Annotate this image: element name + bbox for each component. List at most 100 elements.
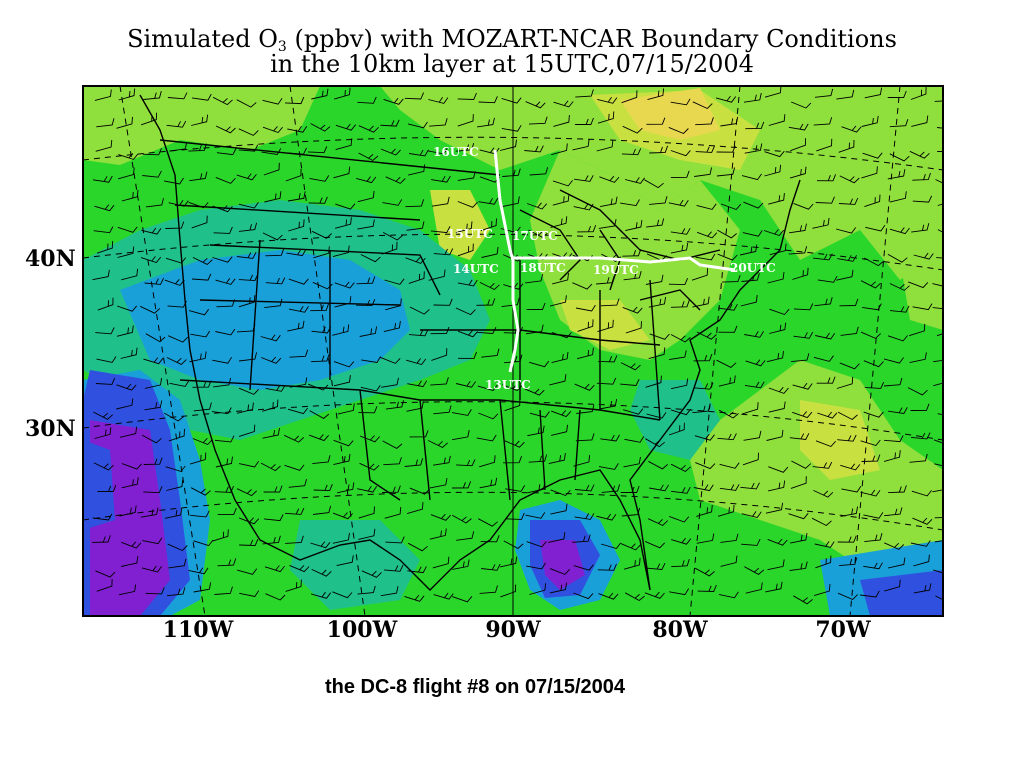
wind-barb — [910, 540, 931, 547]
wind-barb — [837, 254, 857, 262]
wind-barb — [597, 111, 615, 124]
wind-barb — [455, 380, 476, 388]
wind-barb — [670, 408, 692, 416]
wind-barb — [457, 201, 478, 208]
wind-barb — [164, 279, 185, 286]
wind-barb — [740, 482, 760, 490]
wind-barb — [337, 482, 355, 494]
wind-barb — [648, 296, 667, 308]
wind-barb — [213, 377, 232, 388]
wind-barb — [407, 542, 428, 552]
wind-barb — [668, 350, 687, 361]
wind-barb — [479, 585, 498, 594]
wind-barb — [765, 502, 784, 514]
wind-barb — [623, 557, 641, 570]
wind-barb — [288, 278, 309, 285]
wind-barb — [884, 579, 901, 592]
wind-barb — [409, 487, 430, 495]
wind-barb — [647, 88, 665, 101]
wind-barb — [287, 191, 306, 202]
wind-barb — [889, 283, 910, 291]
wind-barb — [503, 456, 523, 464]
wind-barb — [334, 281, 355, 289]
wind-barb — [815, 555, 832, 569]
wind-barb — [169, 380, 190, 387]
wind-barb — [887, 335, 908, 342]
flight-label-16utc: 16UTC — [433, 145, 479, 159]
wind-barb — [337, 403, 355, 415]
wind-barb — [96, 356, 117, 363]
wind-barb — [168, 335, 189, 343]
wind-barb — [433, 248, 454, 256]
wind-barb — [408, 271, 425, 284]
wind-barb — [695, 145, 715, 153]
wind-barb — [768, 401, 786, 413]
wind-barb — [192, 437, 213, 446]
wind-barb — [549, 568, 571, 575]
wind-barb — [479, 477, 498, 489]
wind-barb — [333, 87, 351, 100]
wind-barb — [380, 586, 399, 597]
wind-barb — [481, 348, 500, 358]
wind-barb — [575, 433, 595, 442]
wind-barb — [385, 298, 402, 311]
wind-barb — [670, 463, 691, 473]
wind-barb — [625, 220, 643, 232]
wind-barb — [788, 513, 809, 520]
wind-barb — [646, 412, 667, 419]
wind-barb — [549, 582, 568, 594]
wind-barb — [720, 533, 739, 543]
wind-barb — [624, 177, 645, 184]
wind-barb — [718, 375, 736, 387]
wind-barb — [93, 462, 114, 471]
flight-label-13utc: 13UTC — [485, 378, 531, 392]
wind-barb — [313, 246, 330, 259]
wind-barb — [361, 570, 382, 578]
wind-barb — [574, 175, 594, 182]
wind-barb — [360, 254, 381, 263]
wind-barb — [791, 101, 812, 109]
wind-barb — [118, 584, 137, 596]
wind-barb — [215, 328, 236, 336]
wind-barb — [860, 439, 881, 447]
wind-barb — [262, 98, 283, 105]
wind-barb — [552, 272, 569, 285]
wind-barb — [333, 375, 351, 387]
wind-barb — [597, 319, 614, 333]
wind-barb — [550, 216, 568, 228]
wind-barb — [789, 561, 808, 571]
wind-barb — [430, 226, 451, 234]
wind-barb — [190, 487, 211, 496]
wind-barb — [646, 218, 665, 228]
wind-barb — [649, 333, 670, 340]
wind-barb — [793, 202, 814, 210]
wind-barb — [838, 557, 858, 567]
wind-barb — [140, 112, 158, 126]
wind-barb — [191, 215, 208, 229]
wind-barb — [524, 388, 545, 396]
wind-barb — [551, 331, 572, 339]
wind-barb — [836, 376, 854, 389]
wind-barb — [717, 253, 738, 261]
wind-barb — [238, 222, 258, 232]
wind-barb — [860, 280, 881, 289]
wind-barb — [121, 556, 139, 567]
wind-barb — [407, 380, 428, 388]
wind-barb — [404, 594, 425, 602]
wind-barb — [768, 193, 785, 205]
wind-barb — [260, 462, 281, 472]
wind-barb — [264, 298, 283, 309]
wind-barb — [697, 584, 717, 592]
wind-barb — [333, 361, 355, 368]
wind-barb — [696, 504, 713, 517]
wind-barb — [503, 282, 524, 290]
wind-barb — [864, 194, 881, 208]
wind-barb — [140, 305, 161, 314]
wind-barb — [383, 456, 402, 466]
wind-barb — [383, 320, 401, 333]
wind-barb — [263, 162, 280, 176]
wind-barb — [476, 298, 496, 306]
wind-barb — [598, 355, 618, 363]
wind-barb — [839, 175, 860, 184]
wind-barb — [911, 115, 929, 127]
